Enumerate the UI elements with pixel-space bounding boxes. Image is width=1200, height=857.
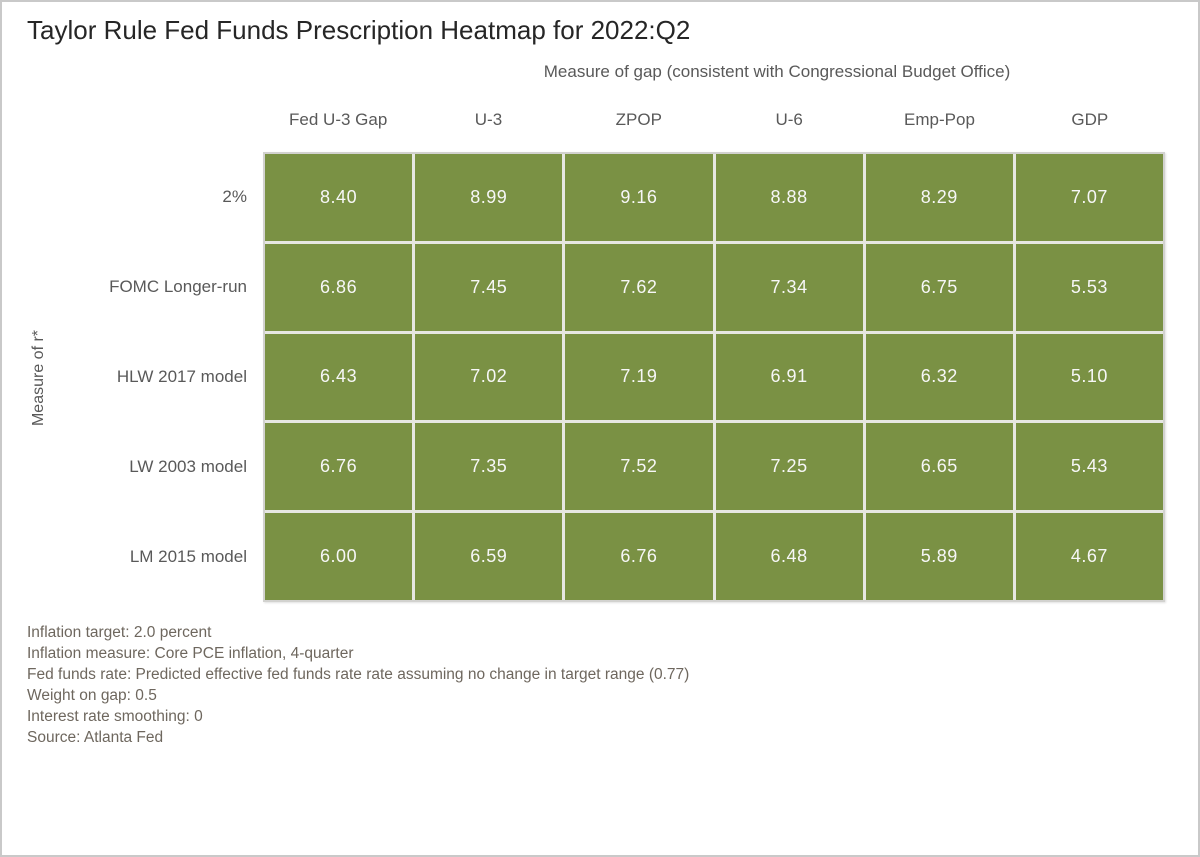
heatmap-cell: 6.59: [415, 513, 563, 600]
heatmap-cell: 5.10: [1015, 333, 1163, 421]
footnote-line: Inflation measure: Core PCE inflation, 4…: [27, 645, 354, 662]
row-label: LW 2003 model: [129, 457, 247, 476]
column-header: ZPOP: [615, 110, 662, 129]
heatmap-cell: 7.62: [565, 243, 713, 331]
heatmap-cell: 5.53: [1015, 243, 1163, 331]
footnotes: Inflation target: 2.0 percent Inflation m…: [27, 622, 689, 748]
heatmap-cell: 6.00: [265, 513, 413, 600]
footnote-line: Weight on gap: 0.5: [27, 687, 157, 704]
footnote-line: Fed funds rate: Predicted effective fed …: [27, 666, 690, 683]
heatmap-cell: 7.52: [565, 423, 713, 511]
heatmap-cell: 8.88: [715, 154, 863, 241]
heatmap-cell: 8.99: [415, 154, 563, 241]
column-header: Emp-Pop: [904, 110, 975, 129]
footnote-line: Inflation target: 2.0 percent: [27, 624, 212, 641]
row-label: LM 2015 model: [129, 547, 247, 566]
heatmap-cell: 6.76: [565, 513, 713, 600]
heatmap-cell: 7.34: [715, 243, 863, 331]
row-labels: 2% FOMC Longer-run HLW 2017 model LW 2003 m…: [2, 152, 247, 602]
heatmap-cell: 8.40: [265, 154, 413, 241]
heatmap-grid: 8.40 8.99 9.16 8.88 8.29 7.07 6.86 7.45 7.62 7.34…: [263, 152, 1165, 602]
heatmap-cell: 6.48: [715, 513, 863, 600]
heatmap-cell: 5.43: [1015, 423, 1163, 511]
heatmap-cell: 6.32: [865, 333, 1013, 421]
column-header: GDP: [1071, 110, 1109, 129]
footnote-line: Interest rate smoothing: 0: [27, 708, 203, 725]
x-axis-title: Measure of gap (consistent with Congress…: [543, 62, 1011, 81]
page-title: Taylor Rule Fed Funds Prescription Heatm…: [27, 15, 691, 45]
row-label: 2%: [222, 187, 247, 206]
column-header: U-3: [474, 110, 503, 129]
heatmap-cell: 6.43: [265, 333, 413, 421]
column-header: Fed U-3 Gap: [289, 110, 388, 129]
column-header: U-6: [775, 110, 803, 129]
heatmap-cell: 6.86: [265, 243, 413, 331]
heatmap-cell: 7.02: [415, 333, 563, 421]
heatmap-cell: 7.07: [1015, 154, 1163, 241]
heatmap-cell: 7.19: [565, 333, 713, 421]
heatmap-cell: 5.89: [865, 513, 1013, 600]
heatmap-cell: 6.75: [865, 243, 1013, 331]
footnote-line: Source: Atlanta Fed: [27, 729, 164, 746]
heatmap-cell: 7.25: [715, 423, 863, 511]
heatmap-cell: 4.67: [1015, 513, 1163, 600]
heatmap-cell: 6.91: [715, 333, 863, 421]
row-label: FOMC Longer-run: [109, 277, 247, 296]
heatmap-cell: 6.65: [865, 423, 1013, 511]
row-label: HLW 2017 model: [116, 367, 247, 386]
heatmap-cell: 7.45: [415, 243, 563, 331]
heatmap-cell: 8.29: [865, 154, 1013, 241]
heatmap-cell: 9.16: [565, 154, 713, 241]
column-headers: Fed U-3 Gap U-3 ZPOP U-6 Emp-Pop GDP: [263, 110, 1165, 130]
heatmap-cell: 7.35: [415, 423, 563, 511]
heatmap-cell: 6.76: [265, 423, 413, 511]
